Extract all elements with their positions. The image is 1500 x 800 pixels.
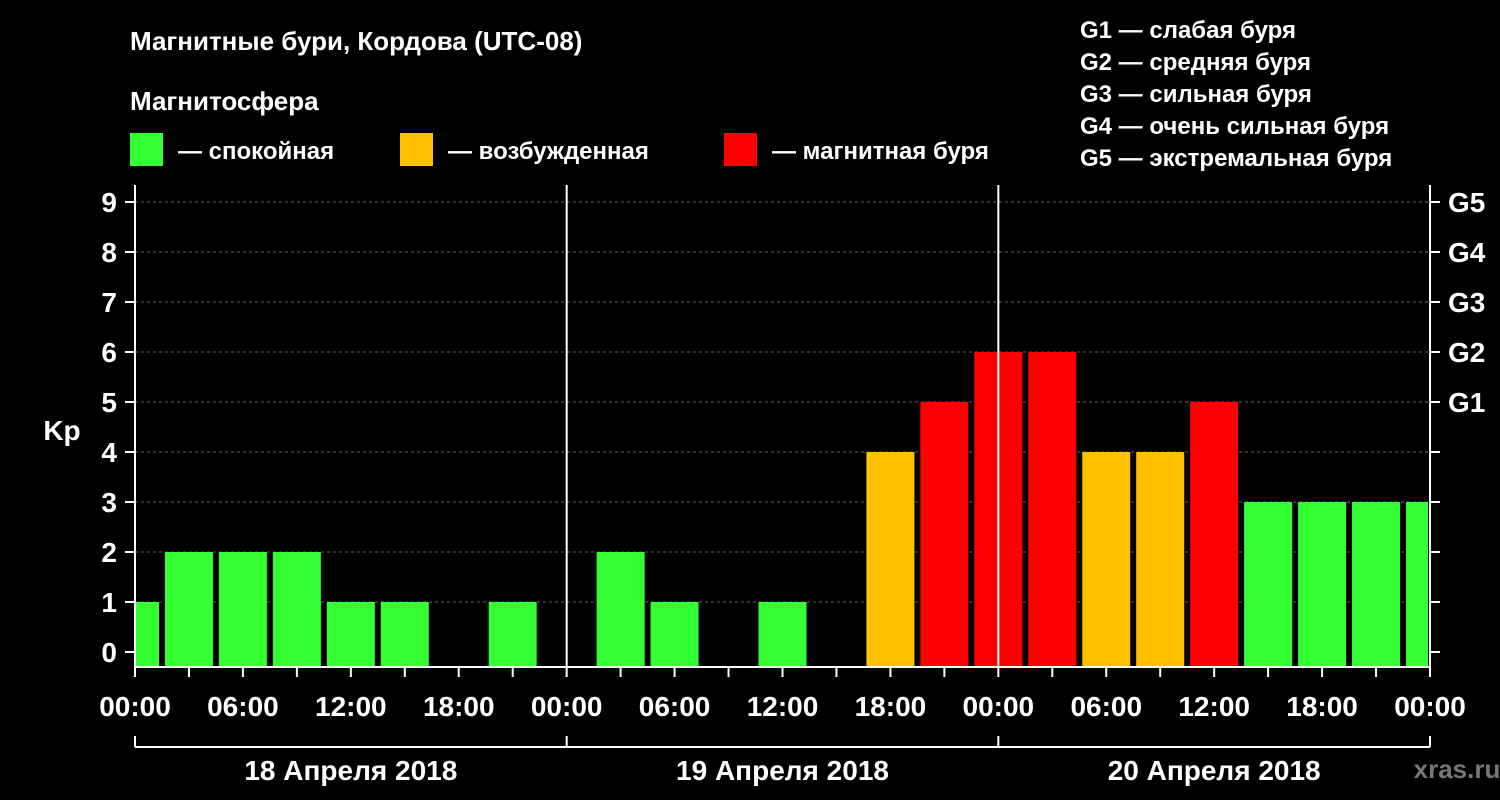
x-tick-label: 12:00	[1178, 691, 1250, 722]
g-scale-g5: G5 — экстремальная буря	[1080, 145, 1392, 172]
bar	[596, 552, 645, 667]
g-scale-g1: G1 — слабая буря	[1080, 17, 1296, 44]
chart-title: Магнитные бури, Кордова (UTC-08)	[130, 26, 582, 56]
x-tick-label: 00:00	[963, 691, 1035, 722]
bar	[866, 452, 915, 667]
y-tick-label: 5	[101, 387, 117, 418]
g-scale-g4: G4 — очень сильная буря	[1080, 113, 1389, 140]
legend-swatch-storm	[724, 133, 757, 166]
bar	[488, 602, 537, 667]
bar	[164, 552, 213, 667]
x-tick-label: 06:00	[207, 691, 279, 722]
axes	[125, 185, 1440, 748]
y-tick-label: 3	[101, 487, 117, 518]
bar	[1136, 452, 1185, 667]
bar	[1082, 452, 1131, 667]
day-label: 18 Апреля 2018	[244, 755, 457, 786]
bar	[1352, 502, 1401, 667]
bar	[1190, 402, 1239, 667]
bar	[1298, 502, 1347, 667]
bar	[1406, 502, 1428, 667]
x-tick-label: 00:00	[531, 691, 603, 722]
g-tick-label: G1	[1448, 387, 1485, 418]
bar	[758, 602, 807, 667]
day-label: 20 Апреля 2018	[1108, 755, 1321, 786]
x-tick-label: 00:00	[1394, 691, 1466, 722]
y-axis-label: Kp	[43, 415, 80, 446]
y-tick-label: 7	[101, 287, 117, 318]
bar	[650, 602, 699, 667]
legend-label-active: — возбужденная	[448, 138, 649, 165]
legend-label-storm: — магнитная буря	[772, 138, 989, 165]
y-tick-label: 6	[101, 337, 117, 368]
y-tick-label: 9	[101, 187, 117, 218]
x-tick-label: 18:00	[1286, 691, 1358, 722]
x-tick-label: 00:00	[99, 691, 171, 722]
watermark: xras.ru	[1414, 754, 1500, 784]
legend-label-quiet: — спокойная	[178, 138, 334, 165]
y-tick-label: 8	[101, 237, 117, 268]
bar	[1028, 352, 1077, 667]
legend-swatch-quiet	[130, 133, 163, 166]
x-tick-label: 12:00	[747, 691, 819, 722]
bar	[380, 602, 429, 667]
y-tick-label: 4	[101, 437, 117, 468]
y-tick-label: 1	[101, 587, 117, 618]
g-tick-label: G3	[1448, 287, 1485, 318]
g-scale-g2: G2 — средняя буря	[1080, 49, 1311, 76]
bar	[272, 552, 321, 667]
y-tick-label: 2	[101, 537, 117, 568]
legend-swatch-active	[400, 133, 433, 166]
x-tick-label: 18:00	[855, 691, 927, 722]
bar	[135, 602, 159, 667]
x-tick-label: 06:00	[639, 691, 711, 722]
bar	[218, 552, 267, 667]
day-label: 19 Апреля 2018	[676, 755, 889, 786]
bar	[920, 402, 969, 667]
g-tick-label: G2	[1448, 337, 1485, 368]
bar	[1244, 502, 1293, 667]
x-tick-label: 06:00	[1070, 691, 1142, 722]
x-tick-label: 18:00	[423, 691, 495, 722]
x-tick-label: 12:00	[315, 691, 387, 722]
g-scale-g3: G3 — сильная буря	[1080, 81, 1312, 108]
g-tick-label: G4	[1448, 237, 1486, 268]
legend-title: Магнитосфера	[130, 86, 319, 116]
g-tick-label: G5	[1448, 187, 1485, 218]
bar	[326, 602, 375, 667]
tick-labels: 0 1 2 3 4 5 6 7 8 9 G1 G2 G3 G4 G5 00:00 06:00 12:00 18:00…	[99, 187, 1486, 786]
bars	[135, 352, 1428, 667]
y-tick-label: 0	[101, 637, 117, 668]
